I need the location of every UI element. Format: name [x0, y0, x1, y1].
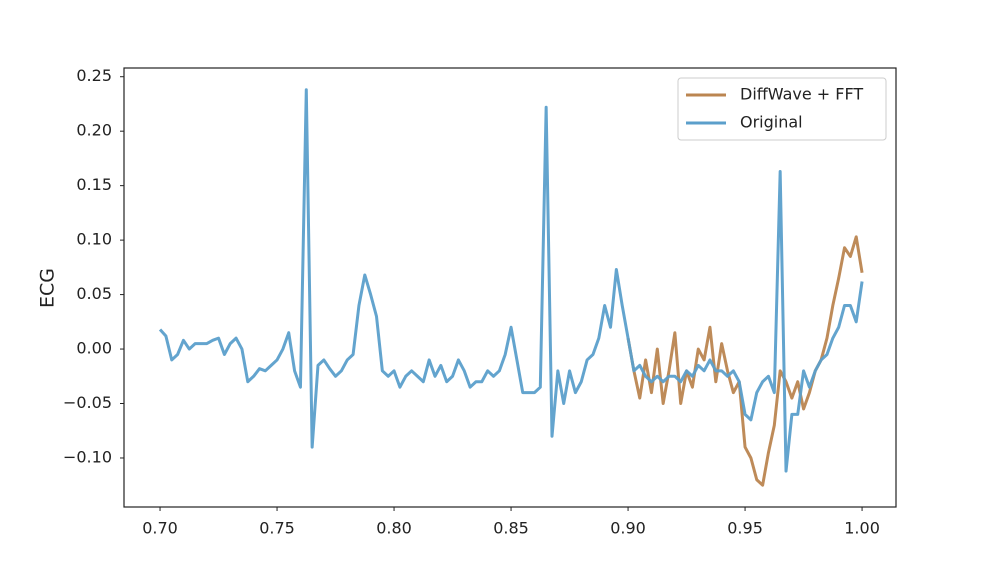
- x-tick-label: 0.90: [610, 519, 646, 538]
- y-tick-label: 0.05: [76, 284, 112, 303]
- series-line: [626, 235, 864, 487]
- plot-frame: [123, 67, 897, 508]
- y-tick-label: 0.00: [76, 339, 112, 358]
- y-tick-label: −0.05: [63, 393, 112, 412]
- y-tick-label: 0.15: [76, 175, 112, 194]
- x-tick-label: 0.95: [727, 519, 763, 538]
- legend-label: DiffWave + FFT: [740, 85, 863, 104]
- legend-box: [677, 77, 887, 141]
- y-tick-label: 0.10: [76, 230, 112, 249]
- legend-label: Original: [740, 113, 803, 132]
- x-tick-label: 0.70: [142, 519, 178, 538]
- y-tick-label: −0.10: [63, 447, 112, 466]
- y-tick-label: 0.20: [76, 121, 112, 140]
- y-axis-label: ECG: [37, 268, 59, 308]
- x-tick-label: 0.85: [493, 519, 529, 538]
- x-tick-label: 0.80: [376, 519, 412, 538]
- x-tick-label: 1.00: [844, 519, 880, 538]
- x-tick-label: 0.75: [259, 519, 295, 538]
- y-tick-label: 0.25: [76, 66, 112, 85]
- legend: DiffWave + FFT Original: [677, 77, 887, 141]
- series-line: [158, 88, 864, 473]
